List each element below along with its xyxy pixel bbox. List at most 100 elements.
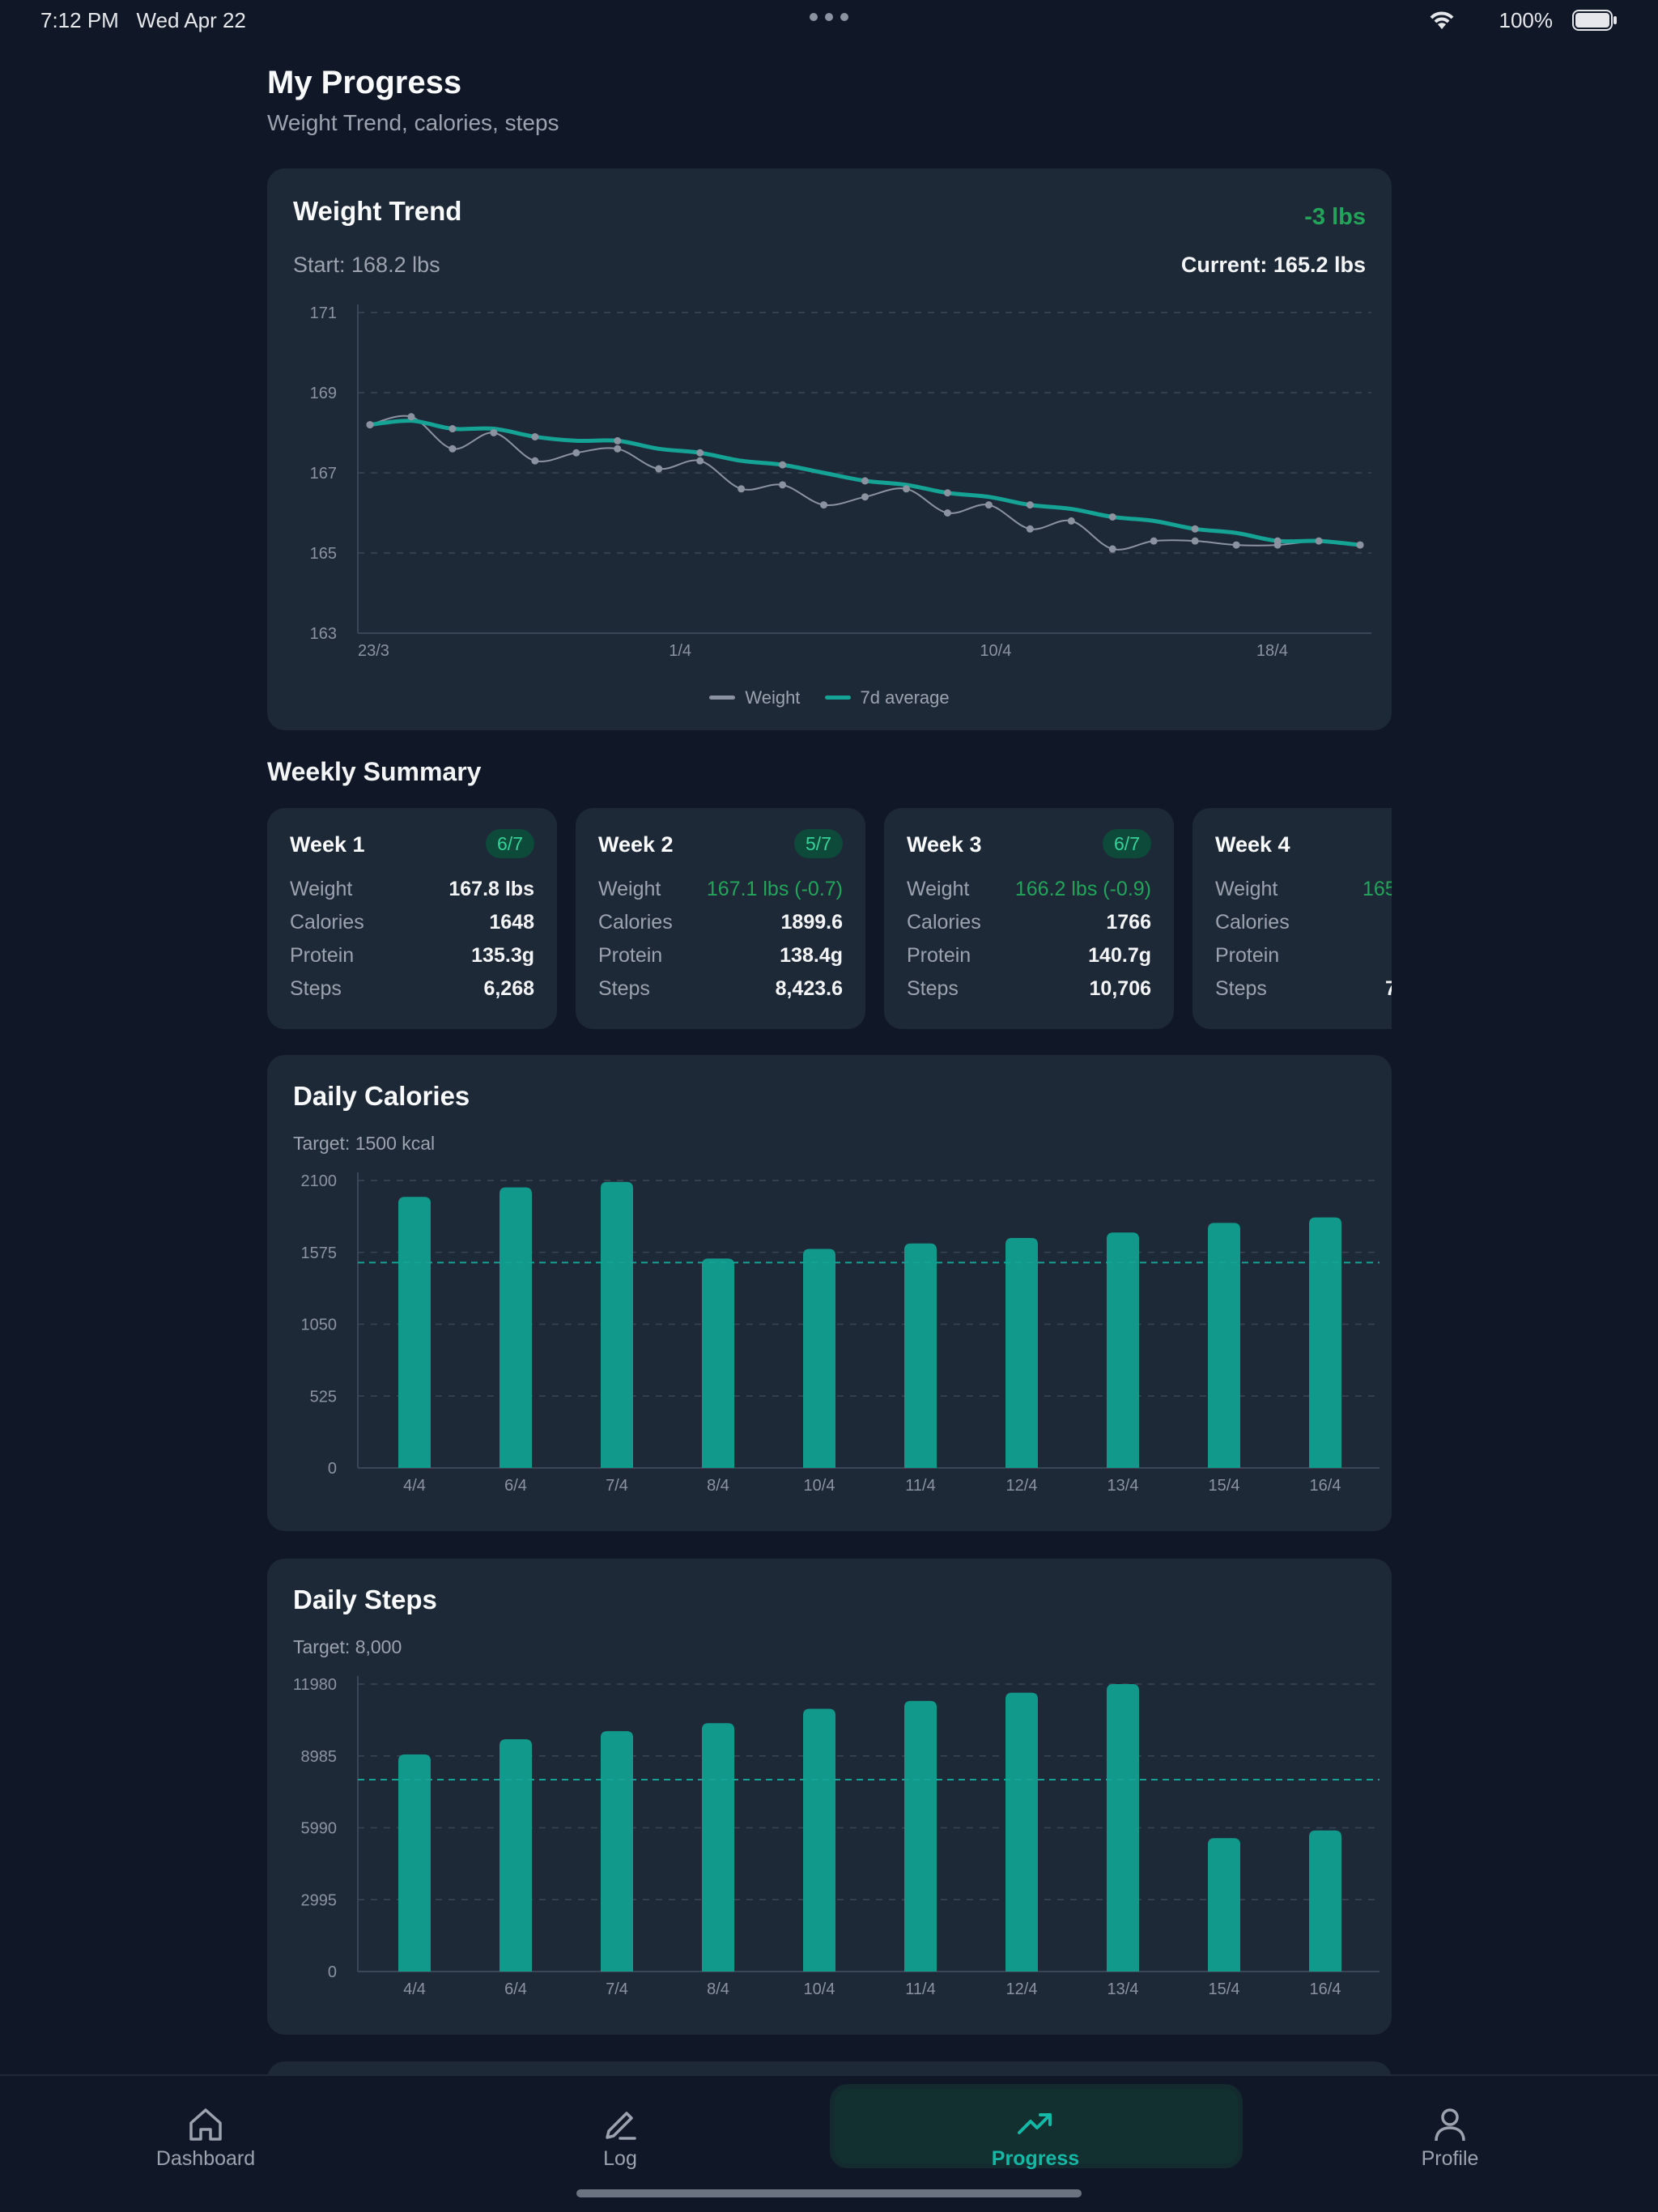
weight-point — [1315, 537, 1323, 545]
tab-profile[interactable]: Profile — [1353, 2094, 1547, 2191]
bar — [702, 1258, 734, 1468]
x-tick-label: 18/4 — [1256, 642, 1288, 660]
y-tick-label: 1050 — [301, 1317, 338, 1334]
tab-label: Dashboard — [155, 2147, 256, 2170]
y-tick-label: 5990 — [301, 1820, 338, 1838]
bar — [1309, 1830, 1341, 1972]
daily-steps-title: Daily Steps — [293, 1585, 437, 1614]
week-steps-row: Steps 8,423.6 — [598, 977, 843, 1000]
daily-steps-chart: 0 2995 5990 8985 11980 4/4 6/4 7/4 8/4 10/4 11/4 12… — [293, 1676, 1380, 1998]
weight-trend-title: Weight Trend — [293, 196, 462, 226]
x-tick-label: 11/4 — [905, 1477, 935, 1495]
week-badge: 6/7 — [486, 829, 534, 858]
weight-delta: -3 lbs — [1304, 204, 1366, 230]
y-tick-label: 0 — [328, 1460, 337, 1478]
y-tick-label: 11980 — [293, 1676, 337, 1694]
battery-icon — [1572, 10, 1617, 31]
y-tick-label: 165 — [310, 545, 337, 563]
average-point — [366, 421, 374, 429]
page-title: My Progress — [267, 65, 462, 100]
average-point — [861, 477, 869, 485]
bar — [803, 1708, 835, 1972]
week-protein-row: Protein 138.4g — [598, 944, 843, 967]
y-tick-label: 0 — [328, 1963, 337, 1981]
tab-label: Log — [603, 2147, 637, 2170]
week-name: Week 1 — [290, 832, 365, 857]
week-weight-row: Weight 167.1 lbs (-0.7) — [598, 878, 843, 900]
y-tick-label: 167 — [310, 465, 337, 483]
average-point — [1108, 513, 1116, 521]
y-tick-label: 1575 — [301, 1244, 338, 1262]
weight-point — [1232, 541, 1240, 549]
weight-current: Current: 165.2 lbs — [1180, 253, 1366, 277]
tab-bar: Dashboard Log Progress Profile — [0, 2074, 1658, 2212]
x-tick-label: 15/4 — [1209, 1980, 1240, 1998]
y-tick-label: 2995 — [301, 1891, 338, 1909]
x-tick-label: 15/4 — [1209, 1477, 1240, 1495]
week-badge: 6/7 — [1103, 829, 1151, 858]
tab-progress[interactable]: Progress — [938, 2094, 1133, 2191]
multitask-dots-icon[interactable] — [810, 13, 848, 23]
week-weight-row: Weight 166.2 lbs (-0.9) — [907, 878, 1151, 900]
daily-calories-title: Daily Calories — [293, 1081, 470, 1111]
bar — [1005, 1238, 1038, 1468]
x-tick-label: 8/4 — [707, 1477, 729, 1495]
bar — [1107, 1684, 1139, 1972]
status-bar: 7:12 PM Wed Apr 22 100% — [0, 0, 1658, 39]
weight-point — [407, 413, 415, 421]
x-tick-label: 10/4 — [980, 642, 1011, 660]
week-weight-row: Weight 167.8 lbs — [290, 878, 534, 900]
pencil-icon — [606, 2112, 636, 2140]
weight-point — [861, 493, 869, 501]
bar — [500, 1739, 532, 1972]
weekly-summary-carousel[interactable]: Week 1 6/7 Weight 167.8 lbs Calories 1648 … — [267, 808, 1392, 1029]
bar — [702, 1723, 734, 1972]
status-time: 7:12 PM Wed Apr 22 — [40, 8, 246, 32]
week-calories-row: Calories 1648 — [290, 911, 534, 934]
tab-log[interactable]: Log — [523, 2094, 717, 2191]
weight-point — [531, 457, 539, 465]
week-name: Week 3 — [907, 832, 982, 857]
weight-start: Start: 168.2 lbs — [293, 253, 440, 277]
week-steps-row: Steps 7 — [1215, 977, 1392, 1000]
y-tick-label: 169 — [310, 385, 337, 402]
x-tick-label: 12/4 — [1006, 1980, 1038, 1998]
x-tick-label: 16/4 — [1310, 1477, 1341, 1495]
x-tick-label: 13/4 — [1107, 1477, 1139, 1495]
x-tick-label: 10/4 — [804, 1980, 835, 1998]
daily-steps-card: Daily Steps Target: 8,000 0 2995 5990 8985 1… — [267, 1559, 1392, 2035]
tab-dashboard[interactable]: Dashboard — [108, 2094, 303, 2191]
tab-label: Profile — [1421, 2147, 1479, 2170]
tab-label: Progress — [991, 2147, 1080, 2170]
y-tick-label: 163 — [310, 625, 337, 643]
weight-point — [820, 501, 828, 509]
week-steps-row: Steps 10,706 — [907, 977, 1151, 1000]
weight-point — [779, 481, 787, 489]
calories-target: Target: 1500 kcal — [293, 1133, 436, 1154]
daily-calories-card: Daily Calories Target: 1500 kcal 0 525 105… — [267, 1055, 1392, 1531]
week-card[interactable]: Week 3 6/7 Weight 166.2 lbs (-0.9) Calori… — [884, 808, 1174, 1029]
week-calories-row: Calories 1899.6 — [598, 911, 843, 934]
weight-point — [1191, 537, 1199, 545]
weight-point — [490, 429, 498, 436]
week-card[interactable]: Week 2 5/7 Weight 167.1 lbs (-0.7) Calori… — [576, 808, 865, 1029]
x-tick-label: 10/4 — [804, 1477, 835, 1495]
average-point — [531, 432, 539, 440]
battery-percent: 100% — [1499, 8, 1554, 32]
x-tick-label: 12/4 — [1006, 1477, 1038, 1495]
bar — [1309, 1217, 1341, 1468]
daily-calories-chart: 0 525 1050 1575 2100 4/4 6/4 7/4 8/4 10/4 11/4 12/4… — [301, 1172, 1380, 1495]
x-tick-label: 16/4 — [1310, 1980, 1341, 1998]
weight-trend-chart: 163 165 167 169 171 23/3 1/4 10/4 18/4 — [310, 304, 1371, 660]
week-card[interactable]: Week 1 6/7 Weight 167.8 lbs Calories 1648 … — [267, 808, 557, 1029]
person-icon — [1435, 2108, 1465, 2142]
weight-point — [449, 445, 457, 453]
bar — [904, 1243, 937, 1468]
bar — [398, 1754, 431, 1972]
weight-point — [902, 485, 910, 493]
weight-point — [655, 465, 663, 473]
bar — [803, 1249, 835, 1468]
average-point — [614, 436, 622, 445]
